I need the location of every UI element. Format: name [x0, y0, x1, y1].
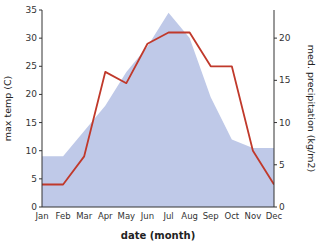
y-tick-label: 15: [26, 118, 37, 128]
y-tick-label: 20: [26, 89, 38, 99]
x-tick-label: Jun: [140, 211, 154, 221]
y2-axis-line: [274, 10, 275, 207]
x-tick-label: Jul: [162, 211, 173, 221]
x-axis-title: date (month): [121, 230, 195, 241]
x-tick-label: Oct: [224, 211, 239, 221]
y2-tick-label: 15: [279, 75, 290, 85]
x-tick-label: Feb: [56, 211, 71, 221]
x-tick-label: Dec: [266, 211, 283, 221]
y-tick-label: 30: [26, 33, 38, 43]
y-tick-label: 35: [26, 5, 37, 15]
y2-tick: [274, 38, 277, 39]
y-tick: [39, 94, 42, 95]
x-tick-label: May: [118, 211, 136, 221]
line: [42, 33, 274, 185]
y-tick: [39, 38, 42, 39]
x-tick-label: Nov: [245, 211, 262, 221]
y-tick-label: 10: [26, 146, 38, 156]
y-tick: [39, 66, 42, 67]
y2-tick: [274, 80, 277, 81]
y2-tick: [274, 164, 277, 165]
y-tick-label: 5: [31, 174, 37, 184]
y-tick: [39, 10, 42, 11]
x-tick-label: Mar: [76, 211, 93, 221]
x-tick-label: Aug: [181, 211, 198, 221]
y-axis-line: [42, 10, 43, 207]
x-axis-line: [42, 207, 274, 208]
y-tick: [39, 178, 42, 179]
area: [42, 13, 274, 207]
chart: 0510152025303505101520JanFebMarAprMayJun…: [0, 0, 318, 247]
y-tick: [39, 122, 42, 123]
x-tick-label: Apr: [98, 211, 113, 221]
y2-tick-label: 5: [279, 160, 285, 170]
y-axis-title: max temp (C): [2, 76, 13, 142]
y-tick: [39, 207, 42, 208]
y2-tick: [274, 207, 277, 208]
y2-axis-title: med. precipitation (kg/m2): [306, 45, 317, 172]
x-tick-label: Sep: [203, 211, 219, 221]
plot-area: [42, 13, 274, 207]
y-tick: [39, 150, 42, 151]
y2-tick-label: 10: [279, 118, 291, 128]
y-tick-label: 25: [26, 61, 37, 71]
y2-tick: [274, 122, 277, 123]
y2-tick-label: 20: [279, 33, 291, 43]
x-tick-label: Jan: [34, 211, 48, 221]
